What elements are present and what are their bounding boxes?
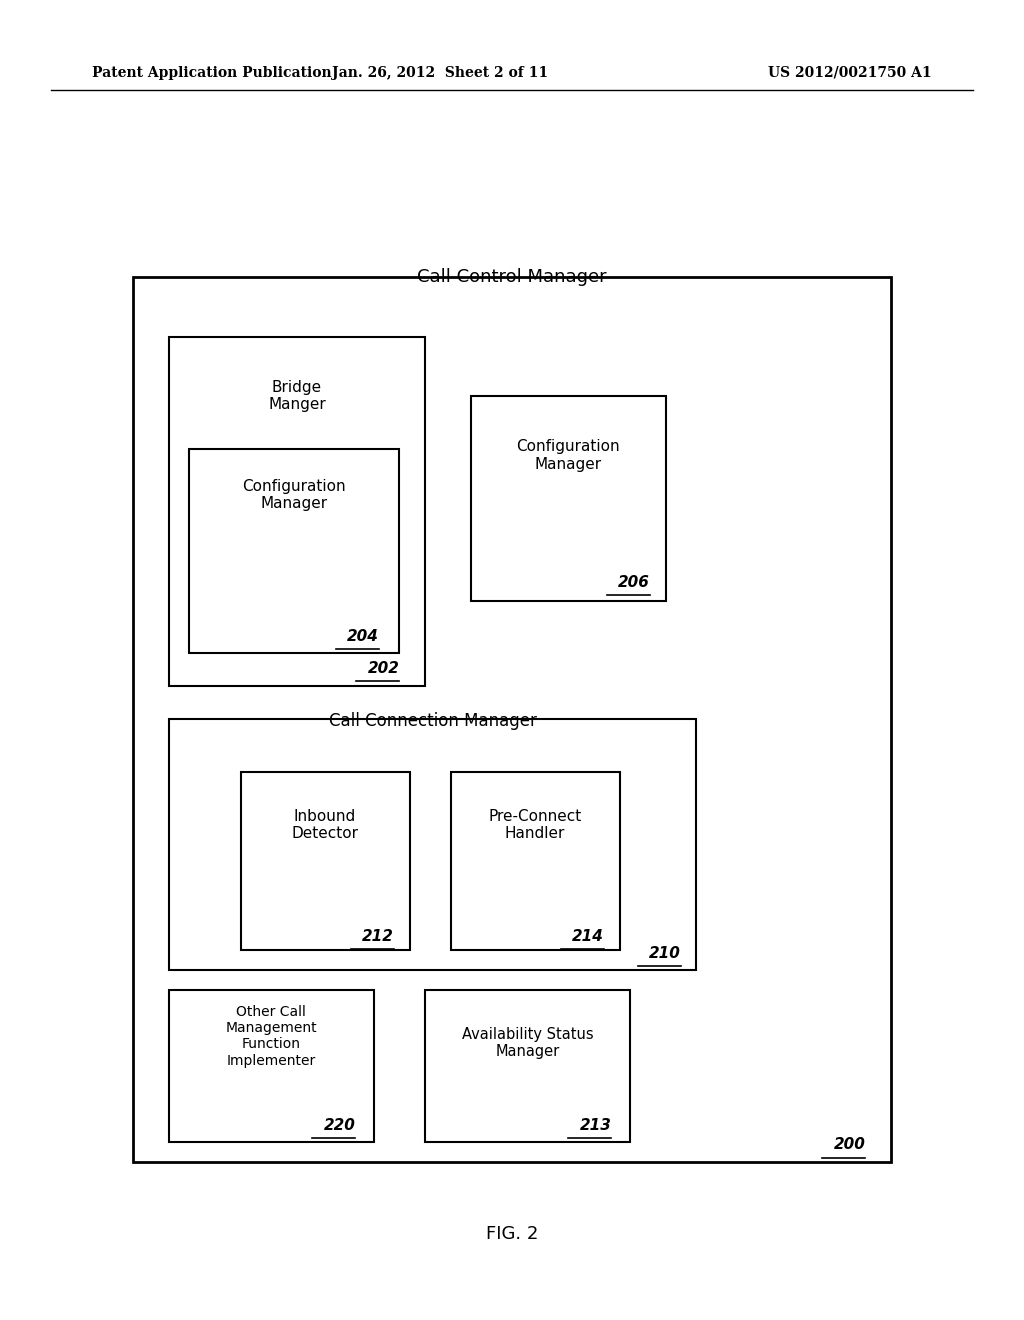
Text: Bridge
Manger: Bridge Manger bbox=[268, 380, 326, 412]
Text: Configuration
Manager: Configuration Manager bbox=[243, 479, 346, 511]
Text: Availability Status
Manager: Availability Status Manager bbox=[462, 1027, 593, 1059]
FancyBboxPatch shape bbox=[133, 277, 891, 1162]
Text: Configuration
Manager: Configuration Manager bbox=[516, 440, 621, 471]
FancyBboxPatch shape bbox=[241, 772, 410, 950]
FancyBboxPatch shape bbox=[169, 337, 425, 686]
Text: Call Connection Manager: Call Connection Manager bbox=[329, 711, 537, 730]
Text: 206: 206 bbox=[618, 576, 650, 590]
Text: Jan. 26, 2012  Sheet 2 of 11: Jan. 26, 2012 Sheet 2 of 11 bbox=[332, 66, 549, 79]
FancyBboxPatch shape bbox=[169, 990, 374, 1142]
Text: Inbound
Detector: Inbound Detector bbox=[292, 809, 358, 841]
Text: 200: 200 bbox=[834, 1138, 865, 1152]
Text: Other Call
Management
Function
Implementer: Other Call Management Function Implement… bbox=[225, 1005, 317, 1068]
Text: 202: 202 bbox=[368, 661, 399, 676]
Text: Patent Application Publication: Patent Application Publication bbox=[92, 66, 332, 79]
Text: 212: 212 bbox=[362, 929, 394, 944]
FancyBboxPatch shape bbox=[471, 396, 666, 601]
Text: 204: 204 bbox=[347, 630, 379, 644]
FancyBboxPatch shape bbox=[425, 990, 630, 1142]
Text: 220: 220 bbox=[324, 1118, 355, 1133]
Text: 214: 214 bbox=[572, 929, 604, 944]
FancyBboxPatch shape bbox=[451, 772, 620, 950]
FancyBboxPatch shape bbox=[189, 449, 399, 653]
Text: Pre-Connect
Handler: Pre-Connect Handler bbox=[488, 809, 582, 841]
Text: 210: 210 bbox=[649, 946, 681, 961]
Text: US 2012/0021750 A1: US 2012/0021750 A1 bbox=[768, 66, 932, 79]
FancyBboxPatch shape bbox=[169, 719, 696, 970]
Text: Call Control Manager: Call Control Manager bbox=[417, 268, 607, 286]
Text: 213: 213 bbox=[580, 1118, 611, 1133]
Text: FIG. 2: FIG. 2 bbox=[485, 1225, 539, 1243]
